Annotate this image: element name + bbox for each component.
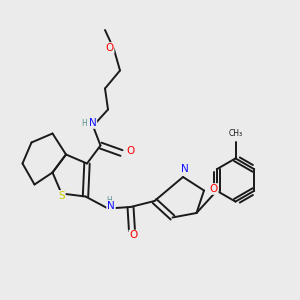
Text: S: S [58, 191, 65, 201]
Text: O: O [209, 184, 218, 194]
Text: N: N [88, 118, 96, 128]
Text: N: N [107, 201, 115, 211]
Text: O: O [129, 230, 138, 241]
Text: O: O [105, 43, 114, 53]
Text: O: O [126, 146, 135, 157]
Text: H: H [106, 196, 112, 205]
Text: H: H [82, 119, 88, 128]
Text: CH₃: CH₃ [228, 129, 243, 138]
Text: N: N [181, 164, 188, 174]
